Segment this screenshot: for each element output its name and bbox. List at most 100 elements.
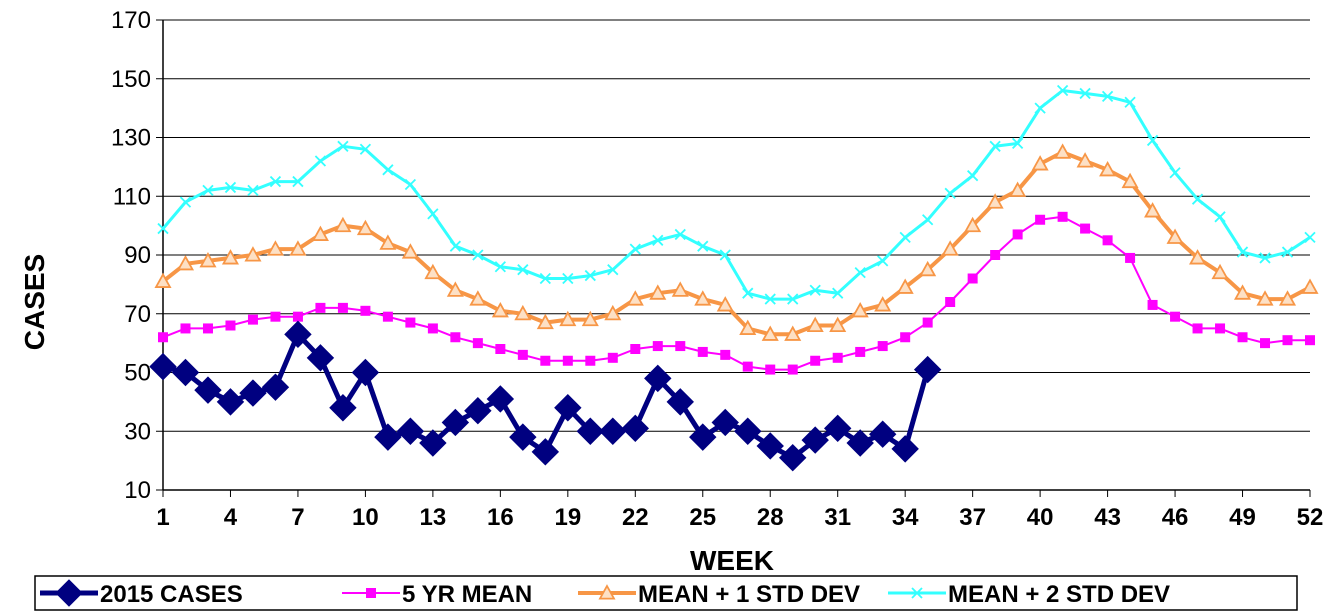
data-point [1099, 160, 1117, 177]
data-point [494, 261, 506, 273]
x-tick-label: 22 [622, 504, 649, 531]
series-5-yr-mean [158, 211, 1315, 375]
data-point [734, 417, 762, 445]
series-mean-1-std-dev [154, 143, 1319, 341]
data-point [644, 364, 672, 393]
data-point [581, 310, 599, 327]
series-line [161, 89, 1311, 301]
series-line [161, 150, 1311, 337]
data-point [832, 287, 844, 299]
data-point [874, 296, 892, 312]
x-tick-label: 7 [291, 504, 304, 531]
data-point [405, 317, 416, 328]
data-point [202, 323, 213, 334]
data-point [306, 344, 335, 372]
data-point [941, 240, 959, 256]
x-axis-ticks: 1 4 7 10 13 16 19 22 25 28 31 34 37 40 43 46 49 52 [156, 490, 1323, 531]
data-point [158, 332, 168, 343]
legend-swatch-marker [911, 587, 923, 599]
data-point [989, 140, 1001, 152]
data-point [472, 249, 484, 261]
data-point [944, 187, 956, 199]
data-point [401, 243, 419, 259]
data-point [562, 272, 574, 285]
data-point [1215, 323, 1226, 334]
data-point [697, 346, 708, 357]
data-point [823, 414, 852, 443]
series-2015-cases [149, 320, 942, 472]
data-point [292, 175, 304, 188]
x-tick-label: 1 [156, 504, 169, 531]
data-point [584, 269, 596, 282]
data-point [854, 266, 866, 279]
data-point [649, 284, 667, 300]
data-point [919, 260, 937, 277]
legend-entry: 5 YR MEAN [342, 581, 532, 608]
y-tick-label: 130 [111, 125, 151, 152]
data-point [607, 352, 618, 363]
data-point [194, 376, 222, 404]
data-point [829, 316, 847, 333]
data-point [652, 234, 664, 246]
data-point [739, 319, 757, 335]
y-tick-label: 90 [124, 242, 151, 269]
data-point [382, 311, 393, 322]
data-point [784, 325, 802, 341]
data-point [1125, 252, 1136, 263]
data-point [486, 385, 515, 413]
data-point [1189, 249, 1207, 265]
data-point [675, 341, 686, 352]
data-point [554, 394, 582, 422]
data-point [599, 417, 627, 445]
data-point [539, 272, 551, 285]
data-point [742, 287, 754, 299]
x-tick-label: 43 [1094, 504, 1121, 531]
data-point [604, 304, 622, 321]
data-point [464, 396, 492, 425]
data-point [176, 254, 195, 271]
data-point [171, 358, 200, 387]
legend-entry: 2015 CASES [40, 579, 243, 608]
data-point [607, 264, 619, 276]
x-tick-label: 31 [824, 504, 851, 531]
data-point [1191, 193, 1204, 205]
data-point [449, 240, 462, 252]
data-point [495, 344, 506, 354]
data-point [247, 184, 259, 197]
data-point [765, 364, 776, 375]
data-point [877, 255, 889, 267]
data-point [1009, 181, 1027, 197]
y-tick-label: 110 [113, 183, 151, 210]
y-tick-label: 170 [111, 7, 151, 34]
y-axis-ticks: 10 30 50 70 90 110 130 150 170 [111, 7, 163, 504]
data-point [446, 281, 464, 297]
legend-label: MEAN + 2 STD DEV [948, 581, 1170, 608]
data-point [356, 219, 374, 236]
data-point [382, 164, 394, 176]
data-point [469, 290, 487, 306]
data-point [900, 332, 911, 343]
data-point [711, 408, 739, 437]
data-point [289, 240, 307, 256]
y-tick-label: 30 [124, 418, 151, 445]
data-point [945, 297, 956, 307]
data-point [742, 361, 753, 372]
data-point [1012, 229, 1023, 240]
data-point [1281, 246, 1294, 258]
data-point [626, 290, 644, 306]
data-point [247, 314, 258, 325]
data-point [427, 323, 438, 334]
data-point [1101, 90, 1114, 103]
x-tick-label: 19 [554, 504, 581, 531]
data-point [379, 234, 397, 250]
y-tick-label: 150 [111, 66, 151, 93]
data-point [1282, 335, 1293, 346]
data-point [694, 290, 712, 306]
data-point [868, 420, 897, 448]
x-axis-title: WEEK [690, 545, 774, 576]
data-point [1305, 335, 1315, 346]
legend: 2015 CASES 5 YR MEAN MEAN + 1 STD DEV MEAN … [34, 575, 1298, 611]
data-point [329, 394, 357, 422]
data-point [967, 170, 979, 182]
x-tick-label: 46 [1162, 504, 1189, 531]
